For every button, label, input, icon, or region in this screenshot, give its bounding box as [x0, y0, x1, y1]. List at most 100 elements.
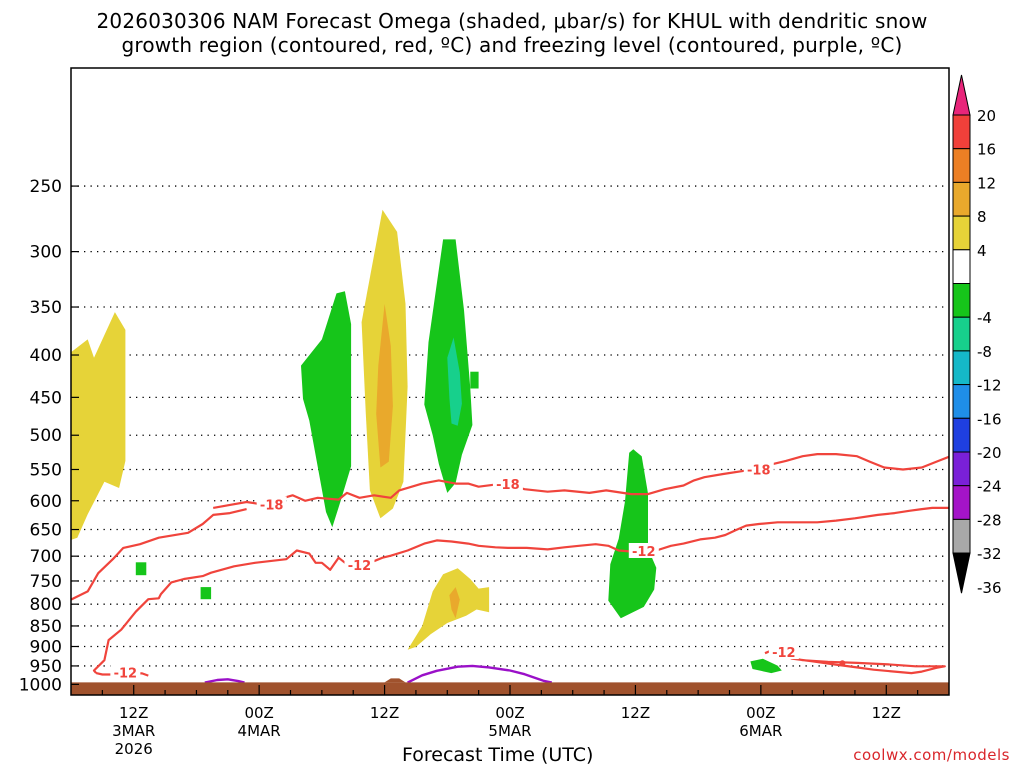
omega-region [449, 587, 460, 619]
contour-label: -18 [747, 463, 771, 478]
colorbar-segment [952, 518, 971, 554]
x-tick-label: 3MAR [112, 722, 155, 740]
pressure-gridlines [71, 185, 949, 686]
colorbar-label: -4 [977, 309, 992, 327]
colorbar-segment [952, 384, 971, 419]
y-tick-label: 600 [30, 492, 62, 512]
dgz-contour [92, 506, 949, 674]
omega-shading [71, 209, 782, 674]
contour-label: -12 [632, 545, 656, 560]
x-tick-label: 5MAR [488, 722, 531, 740]
dgz-contour [213, 453, 949, 509]
colorbar-segment [952, 148, 971, 183]
y-tick-label: 300 [30, 243, 62, 263]
colorbar-segment [952, 316, 971, 352]
y-tick-label: 850 [30, 617, 62, 637]
colorbar-label: 12 [977, 174, 996, 192]
omega-colorbar: 20 16 12 8 4 -4 -8 -12 -16 -20 -24 -28 -32 -36 [952, 74, 1002, 597]
colorbar-label: 4 [977, 242, 987, 260]
contour-label-bg [110, 664, 141, 680]
omega-region [407, 568, 490, 650]
y-tick-label: 750 [30, 572, 62, 592]
dgz-contour [764, 648, 946, 675]
omega-region [71, 312, 126, 540]
x-tick-label: 00Z [495, 704, 524, 722]
omega-region [447, 337, 462, 426]
plot-frame [70, 67, 950, 696]
colorbar-label: -32 [977, 545, 1002, 563]
x-tick-label: 6MAR [739, 722, 782, 740]
omega-region [750, 658, 782, 674]
colorbar-segment [952, 350, 971, 386]
colorbar-label: -36 [977, 579, 1002, 597]
x-tick-label: 4MAR [238, 722, 281, 740]
contour-label-bg [743, 461, 774, 477]
colorbar-segment [952, 451, 971, 487]
contour-label-bg [768, 644, 799, 660]
terrain-bump [384, 678, 406, 683]
y-tick-label: 550 [30, 460, 62, 480]
y-tick-label: 350 [30, 298, 62, 318]
contour-label-bg [256, 496, 287, 512]
colorbar-segment [952, 114, 971, 150]
colorbar-cap-top [952, 74, 971, 116]
omega-region [301, 291, 352, 528]
y-tick-label: 800 [30, 595, 62, 615]
contour-labels: -18 -18 -18 -12 -12 -12 -12 [110, 461, 799, 682]
colorbar-segment [952, 485, 971, 520]
omega-region [608, 449, 657, 619]
x-tick-label: 12Z [872, 704, 901, 722]
dgz-point [839, 660, 846, 667]
y-tick-label: 250 [30, 177, 62, 197]
colorbar-label: -12 [977, 377, 1002, 395]
x-axis-label: Forecast Time (UTC) [402, 744, 594, 766]
y-tick-label: 900 [30, 638, 62, 658]
contour-label-bg [492, 476, 523, 492]
pressure-axis: 2503003504004505005506006507007508008509… [19, 177, 79, 695]
y-tick-label: 650 [30, 521, 62, 541]
y-tick-label: 1000 [19, 675, 62, 695]
credit-text: coolwx.com/models [853, 746, 1010, 764]
dgz-contour [71, 508, 247, 601]
omega-region [135, 562, 147, 576]
contour-label: -12 [114, 667, 138, 682]
y-tick-label: 950 [30, 657, 62, 677]
x-tick-label: 12Z [370, 704, 399, 722]
omega-region [376, 303, 393, 468]
x-tick-label: 2026 [115, 740, 153, 758]
contour-label: -18 [496, 478, 520, 493]
x-tick-label: 12Z [119, 704, 148, 722]
colorbar-label: -8 [977, 343, 992, 361]
freezing-level-contour [204, 678, 245, 684]
x-tick-label: 12Z [621, 704, 650, 722]
contour-lines [71, 453, 949, 684]
y-tick-label: 400 [30, 346, 62, 366]
colorbar-segment [952, 283, 971, 318]
colorbar-cap-bottom [952, 552, 971, 594]
contour-label-bg [628, 542, 659, 558]
colorbar-label: -16 [977, 410, 1002, 428]
colorbar-label: -24 [977, 478, 1002, 496]
contour-label: -12 [348, 559, 372, 574]
x-tick-label: 00Z [746, 704, 775, 722]
contour-label-bg [344, 556, 375, 572]
omega-region [470, 371, 479, 389]
contour-label: -18 [260, 498, 284, 513]
colorbar-segment [952, 249, 971, 285]
colorbar-segment [952, 215, 971, 251]
chart-title-line2: growth region (contoured, red, ºC) and f… [121, 33, 903, 57]
colorbar-label: 16 [977, 141, 996, 159]
colorbar-label: -28 [977, 511, 1002, 529]
colorbar-label: -20 [977, 444, 1002, 462]
y-tick-label: 700 [30, 547, 62, 567]
contour-label: -12 [772, 646, 796, 661]
omega-region [200, 587, 212, 600]
colorbar-label: 20 [977, 107, 996, 125]
y-tick-label: 450 [30, 388, 62, 408]
colorbar-segment [952, 181, 971, 217]
y-tick-label: 500 [30, 426, 62, 446]
freezing-level-contour [407, 664, 553, 684]
colorbar-segment [952, 417, 971, 453]
